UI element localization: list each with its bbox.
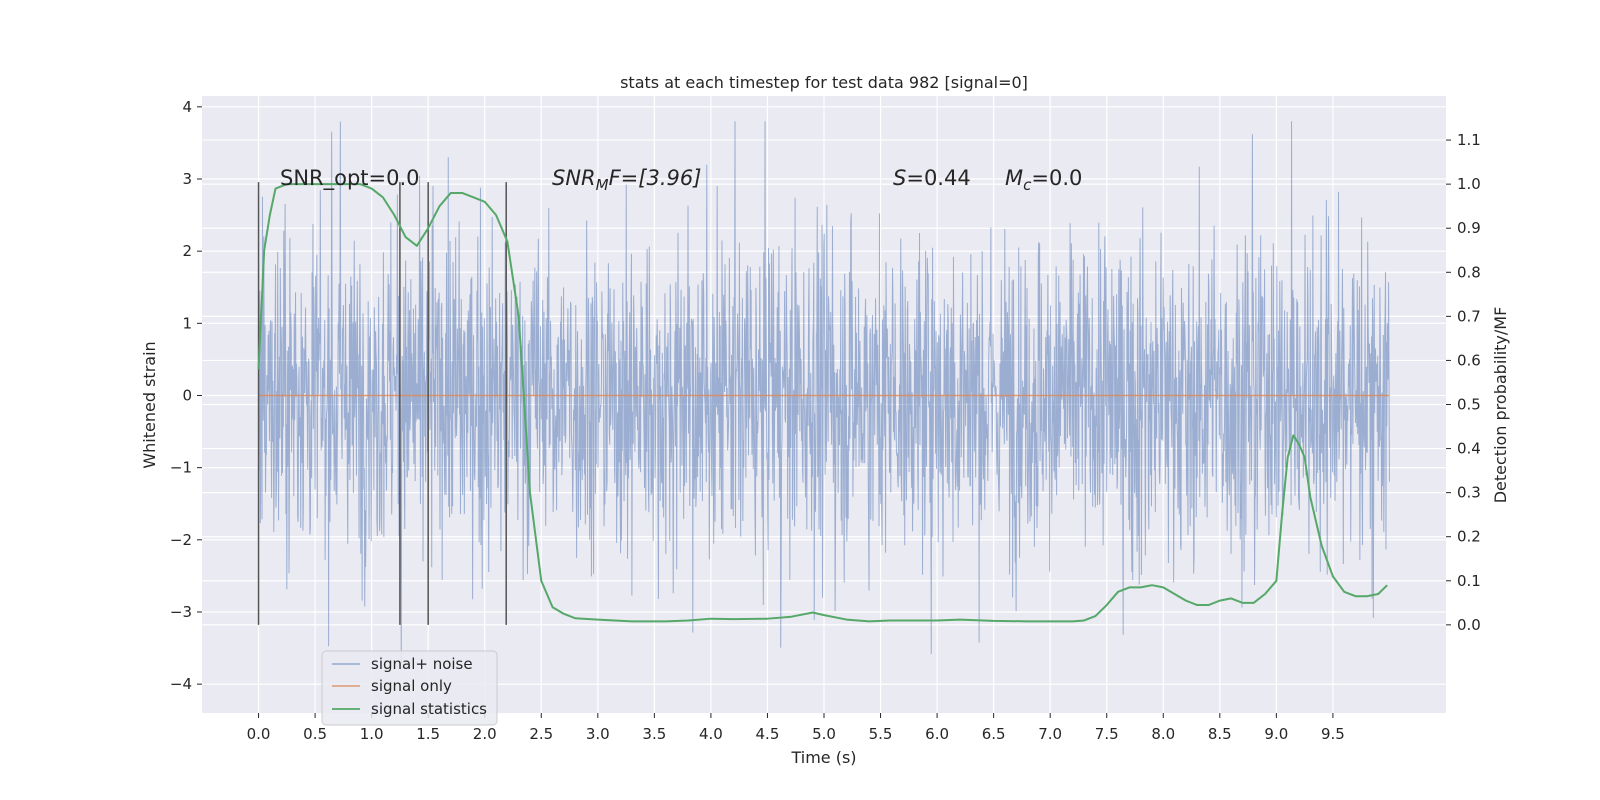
y-tick-label: −3 [170,603,192,621]
x-tick-label: 7.0 [1038,725,1062,743]
x-tick-label: 3.5 [642,725,666,743]
x-tick-label: 8.5 [1208,725,1232,743]
annotation-snr-opt: SNR_opt=0.0 [280,166,420,191]
y-tick-label: 1 [182,314,192,332]
y-right-tick-label: 0.8 [1457,263,1481,281]
y-tick-label: −4 [170,675,192,693]
legend-label-signal-only: signal only [371,677,452,695]
mc-value: =0.0 [1031,166,1082,190]
x-tick-label: 1.0 [360,725,384,743]
x-tick-label: 0.5 [303,725,327,743]
x-tick-label: 0.0 [247,725,271,743]
y-tick-label: −2 [170,531,192,549]
y-right-tick-label: 0.3 [1457,484,1481,502]
legend-box [321,650,498,726]
y-right-tick-label: 0.5 [1457,396,1481,414]
signal-noise-line [258,121,1390,664]
y-tick-label: 3 [182,170,192,188]
annotation-snr-mf: SNRMF=[3.96] [552,166,701,194]
x-tick-label: 1.5 [416,725,440,743]
s-symbol: S [893,166,906,190]
x-axis-label: Time (s) [790,748,856,767]
x-tick-label: 7.5 [1095,725,1119,743]
y-right-tick-label: 0.6 [1457,351,1481,369]
vertical-markers [257,182,507,625]
axes: 0.0 0.5 1.0 1.5 2.0 2.5 3.0 3.5 4.0 4.5 5.0 5.5 6.0 6… [170,98,1481,743]
x-tick-label: 9.0 [1264,725,1288,743]
x-tick-label: 6.0 [925,725,949,743]
y-right-tick-label: 1.1 [1457,131,1481,149]
y-tick-label: 2 [182,242,192,260]
y-axis-label-left: Whitened strain [140,341,159,468]
x-tick-label: 9.5 [1321,725,1345,743]
y-tick-label: 4 [182,98,192,116]
y-right-tick-label: 0.7 [1457,307,1481,325]
y-right-tick-label: 0.1 [1457,572,1481,590]
annotation-s: S=0.44 [893,166,971,190]
mc-subscript: c [1023,176,1032,194]
y-right-tick-label: 0.2 [1457,528,1481,546]
s-value: =0.44 [906,166,970,190]
x-tick-label: 4.5 [756,725,780,743]
legend: signal+ noise signal only signal statist… [321,650,498,726]
y-axis-label-right: Detection probability/MF [1491,307,1510,504]
y-right-tick-label: 0.4 [1457,440,1481,458]
y-tick-label: 0 [182,386,192,404]
y-tick-label: −1 [170,459,192,477]
snr-mf-symbol: SNR [552,166,596,190]
x-tick-label: 2.5 [529,725,553,743]
x-tick-label: 4.0 [699,725,723,743]
mc-symbol: M [1005,166,1023,190]
y-right-tick-label: 0.0 [1457,616,1481,634]
legend-label-signal-noise: signal+ noise [371,655,473,673]
y-right-tick-label: 0.9 [1457,219,1481,237]
signal-statistics-line [257,183,1388,623]
snr-mf-value: F=[3.96] [609,166,702,190]
x-tick-label: 2.0 [473,725,497,743]
signal-statistics-series [257,183,1388,623]
x-tick-label: 6.5 [982,725,1006,743]
chart-title: stats at each timestep for test data 982… [620,73,1028,92]
legend-label-signal-statistics: signal statistics [371,700,487,718]
signal-noise-series [258,121,1390,664]
x-tick-label: 5.5 [869,725,893,743]
x-tick-label: 8.0 [1151,725,1175,743]
annotation-mc: Mc=0.0 [1005,166,1082,194]
x-tick-label: 3.0 [586,725,610,743]
x-tick-label: 5.0 [812,725,836,743]
snr-mf-subscript: M [596,176,609,194]
y-right-tick-label: 1.0 [1457,175,1481,193]
